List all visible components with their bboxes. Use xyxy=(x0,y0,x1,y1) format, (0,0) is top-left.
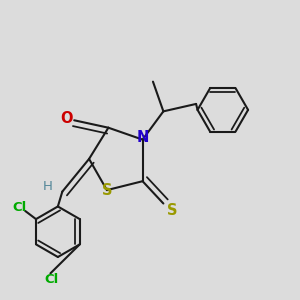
Text: N: N xyxy=(137,130,149,145)
Text: O: O xyxy=(61,111,73,126)
Text: S: S xyxy=(167,203,178,218)
Text: Cl: Cl xyxy=(13,202,27,214)
Text: Cl: Cl xyxy=(45,273,59,286)
Text: S: S xyxy=(102,183,112,198)
Text: H: H xyxy=(43,180,53,193)
